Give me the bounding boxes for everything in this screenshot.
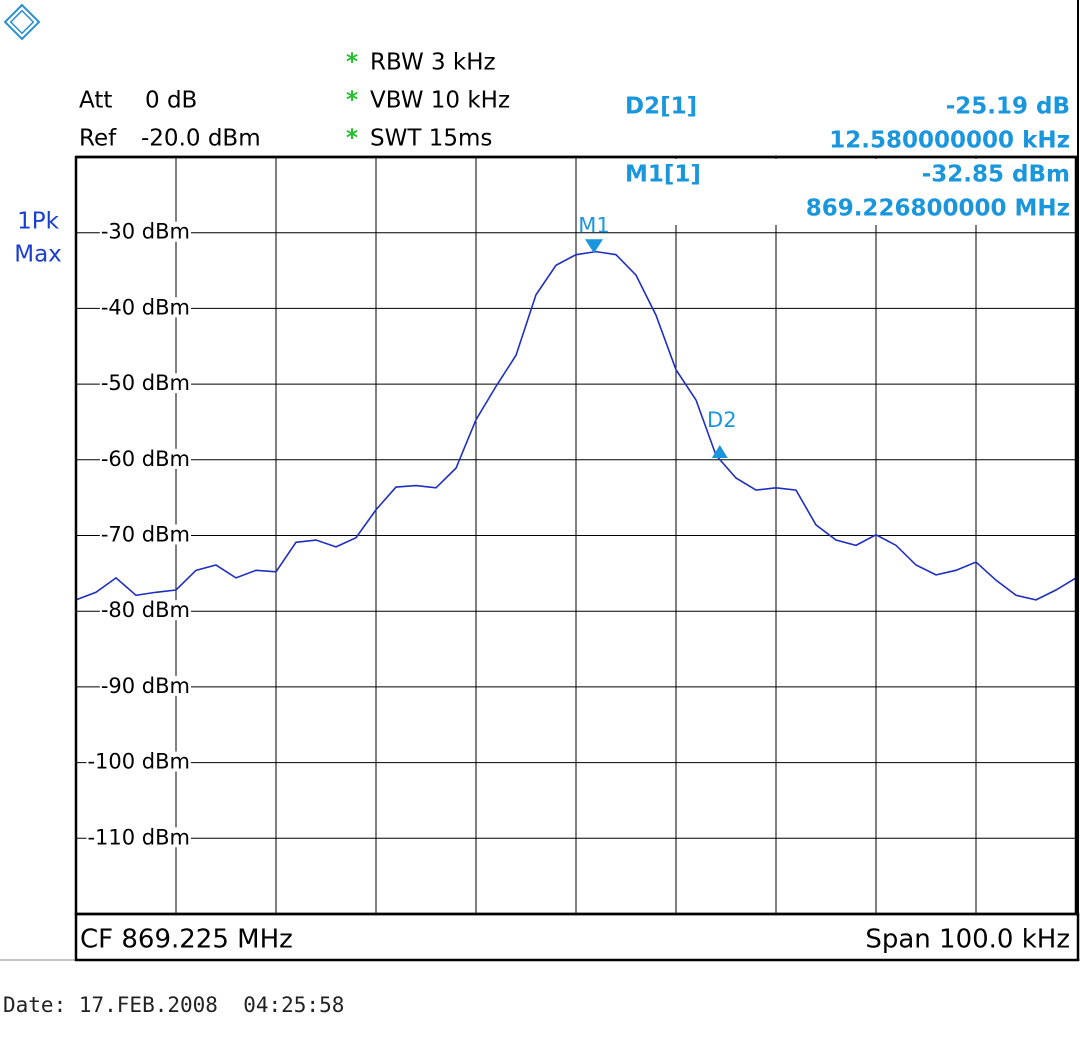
y-tick-label-background	[99, 600, 191, 621]
y-tick-label-background	[86, 751, 191, 772]
y-tick-label: -90 dBm	[101, 674, 190, 698]
y-tick-label: -50 dBm	[101, 371, 190, 395]
y-tick-label-background	[99, 448, 191, 469]
marker-readout-name: M1[1]	[625, 162, 701, 188]
setting-flag: *	[346, 50, 358, 76]
marker-m1	[585, 239, 603, 254]
y-tick-label: -30 dBm	[101, 220, 190, 244]
y-tick-label-background	[99, 675, 191, 696]
att-value: 0 dB	[145, 88, 197, 114]
marker-readout-frequency: 12.580000000 kHz	[829, 128, 1070, 154]
trace-mode: 1Pk	[17, 209, 60, 235]
marker-d2	[711, 444, 728, 458]
center-frequency: CF 869.225 MHz	[80, 925, 293, 955]
y-tick-label: -110 dBm	[87, 825, 190, 849]
trace	[76, 250, 1076, 601]
y-tick-label-background	[99, 221, 191, 242]
marker-readout-level: -32.85 dBm	[922, 162, 1070, 188]
y-tick-label: -100 dBm	[87, 750, 190, 774]
marker-readout-frequency: 869.226800000 MHz	[806, 196, 1070, 222]
readout-background	[618, 159, 1074, 225]
y-tick-label-background	[86, 827, 191, 848]
marker-readout-level: -25.19 dB	[946, 94, 1070, 120]
ref-label: Ref	[79, 126, 117, 152]
span: Span 100.0 kHz	[865, 925, 1070, 955]
att-label: Att	[79, 88, 112, 114]
y-tick-label: -80 dBm	[101, 598, 190, 622]
footer-frame	[74, 912, 1080, 962]
setting-flag: *	[346, 88, 358, 114]
setting-text: SWT 15ms	[370, 126, 492, 152]
logo	[3, 3, 41, 41]
marker-label: M1	[578, 213, 609, 237]
setting-text: VBW 10 kHz	[370, 88, 510, 114]
y-tick-label: -40 dBm	[101, 295, 190, 319]
marker-label: D2	[707, 408, 737, 432]
setting-text: RBW 3 kHz	[370, 50, 496, 76]
y-tick-label-background	[99, 524, 191, 545]
ref-value: -20.0 dBm	[141, 126, 261, 152]
marker-readout-name: D2[1]	[625, 94, 697, 120]
date: Date: 17.FEB.2008 04:25:58	[3, 993, 344, 1017]
y-tick-label-background	[99, 373, 191, 394]
trace-detector: Max	[14, 242, 62, 268]
y-tick-label: -70 dBm	[101, 523, 190, 547]
y-tick-label-background	[99, 297, 191, 318]
setting-flag: *	[346, 126, 358, 152]
y-tick-label: -60 dBm	[101, 447, 190, 471]
